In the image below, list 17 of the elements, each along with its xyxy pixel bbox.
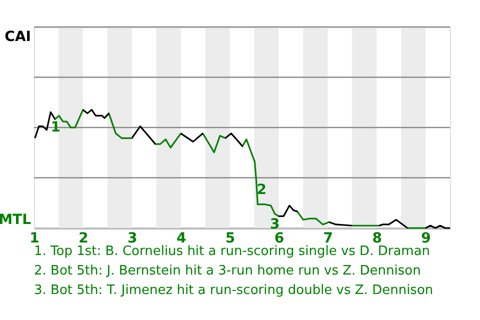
text: 1. Top 1st: B. Cornelius hit a run-scoring single vs D. Draman [34,244,430,259]
text: MTL [0,212,32,228]
text: 2. Bot 5th: J. Bernstein hit a 3-run home run vs Z. Dennison [34,264,421,278]
x-tick-label: 8 [372,230,382,246]
x-tick-label: 1 [30,230,40,246]
x-tick-label: 5 [225,230,236,246]
text: CAI [4,29,31,45]
annotation: 1 [50,120,60,136]
x-tick-label: 4 [176,230,186,246]
annotation: 2 [256,182,267,198]
x-tick-label: 2 [78,230,88,246]
x-tick-label: 3 [128,230,138,246]
x-tick-label: 7 [323,230,334,246]
text: 3. Bot 5th: T. Jimenez hit a run-scoring double vs Z. Dennison [34,283,434,298]
annotation: 3 [270,216,280,232]
x-tick-label: 6 [274,230,284,246]
x-tick-label: 9 [421,230,431,246]
